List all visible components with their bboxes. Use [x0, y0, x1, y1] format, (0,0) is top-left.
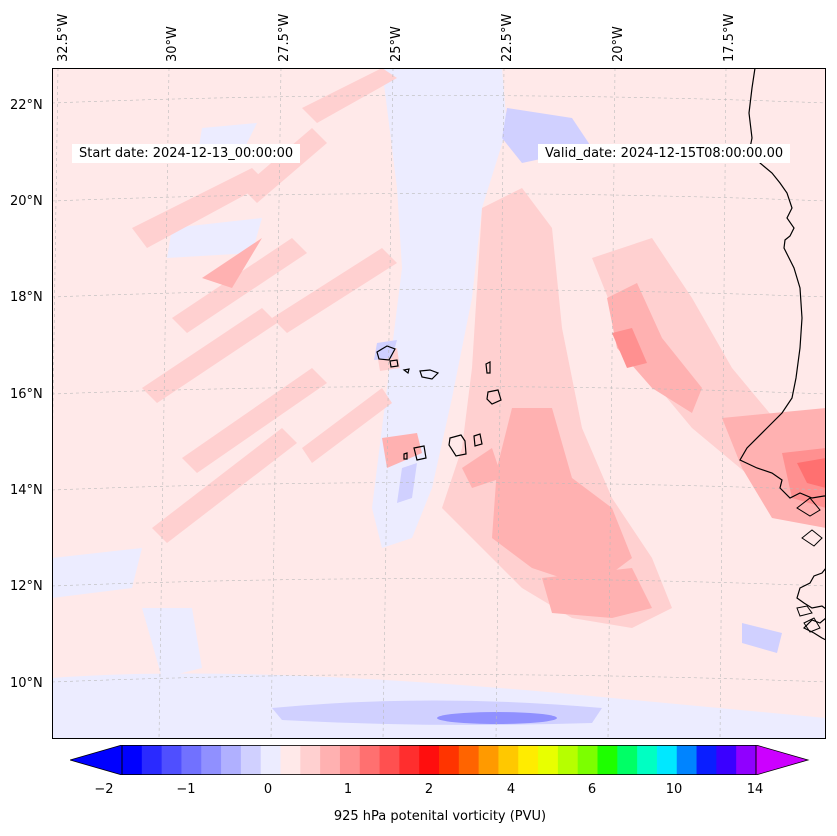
pv-streak: [272, 248, 397, 333]
pv-negative-patch: [397, 463, 417, 503]
pv-streak: [142, 308, 277, 403]
colorbar-segment: [260, 745, 281, 775]
colorbar-tick: 2: [424, 782, 434, 797]
coastline-island: [801, 529, 823, 547]
colorbar-tick: −1: [176, 782, 196, 797]
colorbar-segment: [478, 745, 499, 775]
lon-label-30w: 30°W: [165, 26, 180, 62]
pv-negative-band: [372, 68, 507, 548]
lon-label-22-5w: 22.5°W: [500, 13, 515, 62]
colorbar-segment: [181, 745, 202, 775]
colorbar-segment: [498, 745, 519, 775]
pv-streak: [182, 368, 327, 473]
coastline-africa: [796, 567, 826, 610]
pv-streak: [152, 428, 297, 543]
colorbar-segment: [221, 745, 242, 775]
map-graticule: [52, 68, 826, 739]
colorbar-under-arrow: [70, 745, 123, 775]
colorbar-segment: [676, 745, 698, 775]
coastline-island: [796, 605, 813, 617]
colorbar-segment: [240, 745, 262, 775]
colorbar-segments: [122, 745, 757, 775]
colorbar-tick: 1: [343, 782, 353, 797]
lat-label-18n: 18°N: [10, 290, 43, 305]
colorbar-segment: [359, 745, 381, 775]
colorbar-segment: [439, 745, 460, 775]
lat-label-20n: 20°N: [10, 194, 43, 209]
lat-label-16n: 16°N: [10, 387, 43, 402]
pv-streak: [202, 238, 262, 288]
colorbar-segment: [300, 745, 321, 775]
colorbar-tick: 6: [587, 782, 597, 797]
colorbar-tick: −2: [94, 782, 114, 797]
pv-positive-core: [612, 328, 647, 368]
colorbar-segment: [518, 745, 539, 775]
lat-label-22n: 22°N: [10, 98, 43, 113]
coastline-island: [796, 497, 821, 517]
colorbar-segment: [419, 745, 440, 775]
colorbar-segment: [122, 745, 143, 775]
colorbar-segment: [597, 745, 618, 775]
pv-negative-core: [437, 712, 557, 724]
colorbar-label: 925 hPa potenital vorticity (PVU): [333, 809, 547, 824]
colorbar-over-arrow: [755, 745, 810, 775]
lat-label-10n: 10°N: [10, 676, 43, 691]
pv-positive-patch: [382, 433, 422, 468]
pv-streak: [242, 128, 327, 203]
colorbar-segment: [656, 745, 678, 775]
cape-verde-islands: [376, 345, 502, 461]
colorbar-segment: [201, 745, 222, 775]
colorbar-segment: [141, 745, 163, 775]
lon-label-20w: 20°W: [611, 26, 626, 62]
coastline-island: [803, 617, 821, 633]
pv-streak: [302, 388, 392, 463]
start-date-label: Start date: 2024-12-13_00:00:00: [72, 144, 301, 163]
colorbar-tick: 10: [665, 782, 683, 797]
coastline-africa: [802, 617, 826, 641]
map-frame: [52, 68, 826, 739]
pv-negative-patch: [142, 608, 202, 678]
pv-map: [52, 68, 826, 739]
colorbar-segment: [716, 745, 737, 775]
lat-label-12n: 12°N: [10, 579, 43, 594]
colorbar-segment: [379, 745, 400, 775]
pv-negative-patch: [52, 548, 142, 598]
pv-streak: [302, 68, 397, 123]
colorbar-segment: [339, 745, 361, 775]
pv-positive-core: [462, 448, 502, 488]
valid-date-label: Valid_date: 2024-12-15T08:00:00.00: [538, 144, 791, 163]
colorbar-segment: [557, 745, 579, 775]
pv-streak: [172, 238, 307, 333]
lon-label-32-5w: 32.5°W: [56, 13, 71, 62]
colorbar-segment: [617, 745, 638, 775]
colorbar-tick: 0: [263, 782, 273, 797]
colorbar-segment: [161, 745, 182, 775]
colorbar-segment: [399, 745, 420, 775]
colorbar-segment: [280, 745, 301, 775]
pv-positive-ridge: [607, 283, 702, 413]
pv-streak: [132, 168, 267, 248]
lon-label-17-5w: 17.5°W: [722, 13, 737, 62]
lon-label-25w: 25°W: [389, 26, 404, 62]
colorbar-segment: [458, 745, 480, 775]
colorbar-segment: [637, 745, 658, 775]
colorbar-frame: [121, 745, 757, 775]
pv-negative-patch: [167, 218, 262, 258]
pv-positive-core: [797, 458, 826, 488]
lon-label-27-5w: 27.5°W: [277, 13, 292, 62]
lat-label-14n: 14°N: [10, 483, 43, 498]
pv-negative-patch: [742, 623, 782, 653]
colorbar-segment: [320, 745, 341, 775]
colorbar-segment: [538, 745, 559, 775]
colorbar: [70, 745, 810, 775]
pv-positive-ridge: [492, 408, 632, 588]
colorbar-tick: 4: [506, 782, 516, 797]
colorbar-segment: [736, 745, 757, 775]
colorbar-tick: 14: [746, 782, 764, 797]
colorbar-segment: [696, 745, 717, 775]
colorbar-segment: [577, 745, 598, 775]
map-panel: Start date: 2024-12-13_00:00:00 Valid_da…: [52, 68, 826, 739]
